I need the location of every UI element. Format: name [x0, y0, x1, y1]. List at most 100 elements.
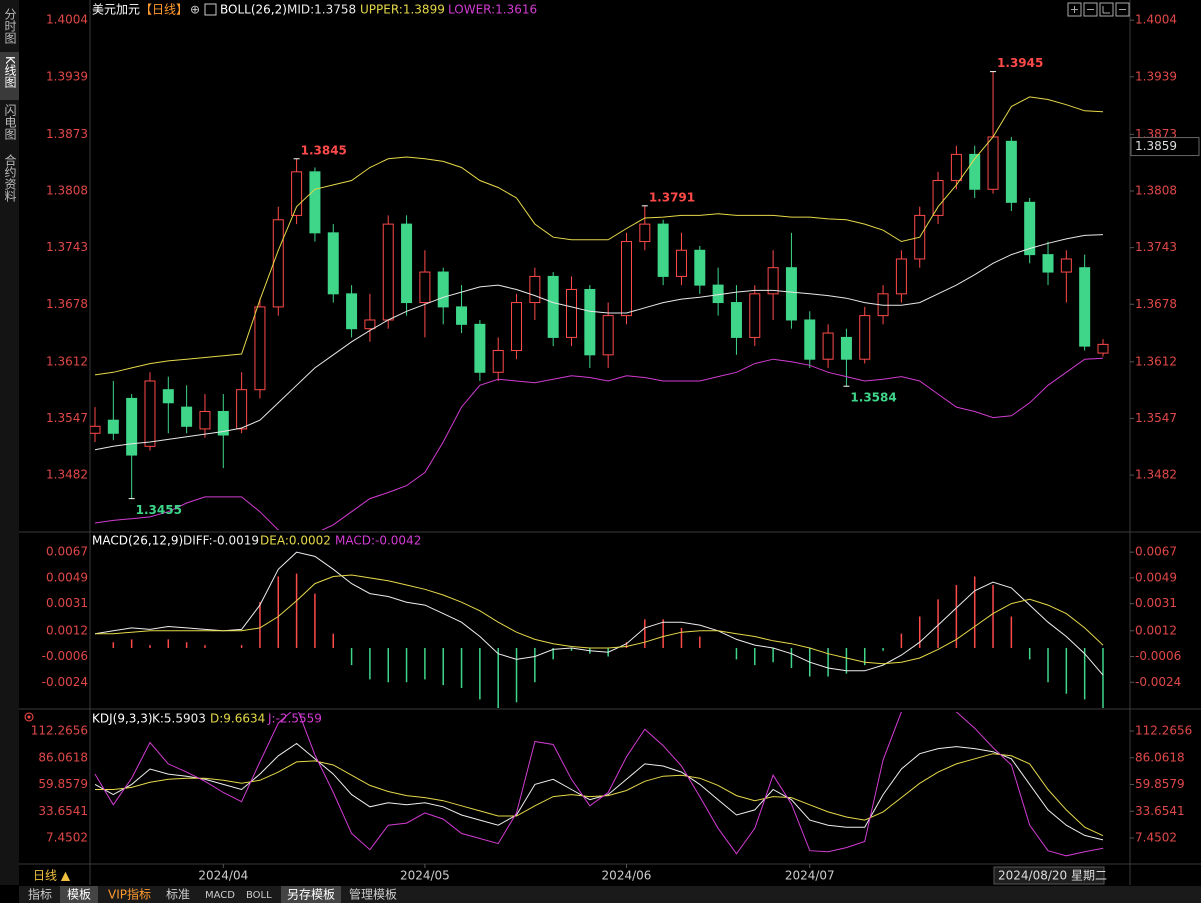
y-tick-label: 112.2656 — [31, 724, 88, 738]
legend-entry: MID:1.3758 — [287, 3, 356, 17]
toolbar-tab[interactable]: 指标 — [28, 887, 52, 902]
y-tick-label: -0.0006 — [1135, 649, 1181, 663]
y-tick-label: 59.8579 — [38, 777, 88, 791]
candle-body — [895, 258, 907, 295]
control-button[interactable] — [1099, 2, 1114, 17]
y-tick-label: 0.0012 — [46, 623, 88, 637]
y-tick-label: 1.4004 — [1135, 13, 1177, 27]
candle-body — [474, 323, 486, 373]
y-tick-label: 0.0012 — [1135, 623, 1177, 637]
y-tick-label: 1.3678 — [46, 297, 88, 311]
y-tick-label: 1.3547 — [1135, 411, 1177, 425]
candle-body — [382, 223, 394, 321]
y-tick-label: 7.4502 — [1135, 831, 1177, 845]
y-tick-label: 1.3743 — [46, 240, 88, 254]
toolbar-tab[interactable]: BOLL — [246, 890, 272, 901]
toolbar-tab[interactable]: 模板 — [67, 888, 91, 902]
candle-body — [217, 410, 229, 436]
y-tick-label: 1.3808 — [1135, 184, 1177, 198]
high-label: 1.3845 — [301, 143, 347, 157]
candle-body — [804, 319, 816, 360]
add-icon[interactable]: ⊕ — [190, 3, 200, 17]
y-tick-label: 1.3743 — [1135, 240, 1177, 254]
window-controls — [1067, 2, 1130, 17]
y-tick-label: 0.0049 — [1135, 570, 1177, 584]
y-tick-label: 0.0031 — [1135, 596, 1177, 610]
x-tick-label: 2024/07 — [785, 869, 835, 883]
y-tick-label: 1.4004 — [46, 13, 88, 27]
sidebar-active — [0, 52, 19, 100]
kdj-icon[interactable] — [24, 712, 34, 722]
toolbar-tab[interactable]: 另存模板 — [287, 888, 335, 902]
kdj-icon-dot — [27, 715, 31, 719]
cursor-price-box — [1130, 137, 1200, 157]
candle-body — [602, 315, 614, 356]
toolbar-tab[interactable]: VIP指标 — [108, 887, 151, 902]
candle-body — [327, 232, 339, 295]
macd-title: MACD(26,12,9) — [92, 534, 183, 548]
x-tick-label: 2024/06 — [602, 869, 652, 883]
indicator-line — [94, 234, 1104, 451]
indicator-icon[interactable] — [204, 3, 217, 16]
sidebar — [0, 0, 19, 885]
control-button[interactable] — [1083, 2, 1098, 17]
indicator-line — [94, 712, 1104, 857]
toolbar-tab[interactable]: MACD — [205, 890, 235, 901]
legend-entry: DIFF:-0.0019 — [183, 534, 259, 548]
sidebar-tab[interactable]: K线图 — [3, 56, 17, 88]
cursor-price: 1.3859 — [1135, 139, 1177, 153]
candle-body — [584, 288, 596, 356]
sidebar-tab[interactable]: 合约资料 — [3, 153, 17, 202]
candle-body — [566, 288, 578, 338]
y-tick-label: 33.6541 — [1135, 804, 1185, 818]
candle-body — [749, 293, 761, 338]
candle-body — [419, 271, 431, 304]
legend-entry: K:5.5903 — [152, 712, 206, 726]
candle-body — [969, 153, 981, 190]
indicator-line — [94, 357, 1104, 530]
control-button[interactable] — [1115, 2, 1130, 17]
legend-entry: MACD:-0.0042 — [335, 534, 421, 548]
candle-body — [1079, 267, 1091, 347]
candle-body — [126, 397, 138, 456]
toolbar-active — [281, 886, 341, 903]
toolbar-tab[interactable]: 标准 — [166, 888, 190, 902]
toolbar-active — [60, 886, 98, 903]
candle-body — [90, 425, 101, 434]
indicator-line — [95, 753, 1104, 837]
y-tick-label: 0.0049 — [46, 570, 88, 584]
candle-body — [785, 267, 797, 321]
candle-body — [272, 219, 284, 308]
y-tick-label: 1.3873 — [46, 127, 88, 141]
candle-body — [107, 419, 119, 434]
control-button[interactable] — [1067, 2, 1082, 17]
legend-entry: DEA:0.0002 — [260, 534, 331, 548]
period-button[interactable]: 日线 ▲ — [33, 869, 71, 883]
indicator-line — [94, 96, 1104, 376]
sidebar-tab[interactable]: 分时图 — [3, 8, 17, 44]
y-tick-label: -0.0006 — [42, 649, 88, 663]
toolbar-tab[interactable]: 管理模板 — [349, 887, 397, 902]
legend-entry: J:-2.5559 — [267, 712, 322, 726]
sidebar-tab[interactable]: 闪电图 — [3, 104, 17, 140]
y-tick-label: 86.0618 — [1135, 750, 1185, 764]
y-tick-label: 1.3612 — [46, 354, 88, 368]
legend-entry: D:9.6634 — [210, 712, 265, 726]
candle-body — [492, 349, 504, 373]
y-tick-label: 0.0031 — [46, 596, 88, 610]
candle-body — [437, 271, 449, 308]
candle-body — [236, 389, 248, 430]
y-tick-label: 112.2656 — [1135, 724, 1192, 738]
panel — [90, 71, 1109, 530]
indicator-line — [94, 742, 1104, 841]
candle-body — [529, 275, 541, 304]
candle-body — [401, 223, 413, 304]
candle-body — [950, 153, 962, 182]
period: 【日线】 — [140, 3, 188, 17]
y-tick-label: -0.0024 — [42, 675, 88, 689]
candle-body — [657, 223, 669, 277]
candle-body — [547, 275, 559, 338]
y-tick-label: 1.3482 — [1135, 468, 1177, 482]
